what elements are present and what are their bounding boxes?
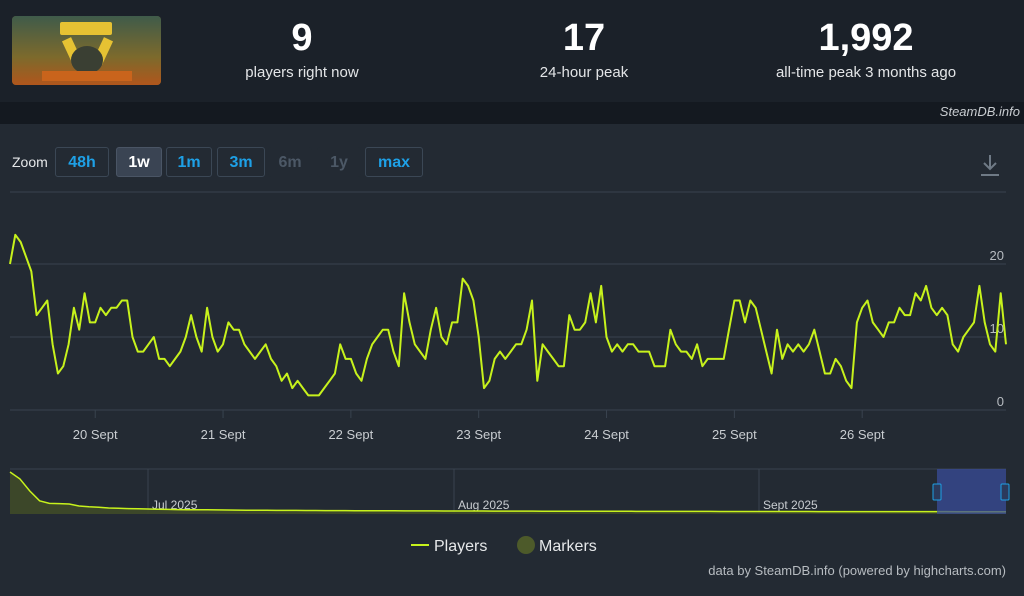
x-tick-label: 20 Sept [73,427,118,442]
players-series [9,233,1007,397]
download-icon[interactable] [978,152,1002,178]
players-line [9,233,1007,397]
legend-markers-swatch [517,536,535,554]
chart-legend: Players Markers [411,536,597,555]
zoom-6m-button: 6m [268,147,312,177]
all-time-peak-label: all-time peak 3 months ago [775,64,957,81]
x-tick-label: 24 Sept [584,427,629,442]
current-players-label: players right now [245,64,359,81]
x-axis-ticks: 20 Sept 21 Sept 22 Sept 23 Sept 24 Sept 25 Se… [73,410,885,442]
stat-24h-peak: 17 24-hour peak [514,14,654,84]
zoom-label: Zoom [12,154,48,170]
y-tick-label: 20 [990,248,1004,263]
credit-band [0,102,1024,124]
navigator-handle-left [932,483,942,501]
zoom-1y-button: 1y [317,147,361,177]
zoom-1m-button[interactable]: 1m [166,147,212,177]
navigator-tick-label: Sept 2025 [763,498,818,512]
zoom-48h-button[interactable]: 48h [55,147,109,177]
24h-peak-label: 24-hour peak [539,64,629,81]
navigator-selection [937,469,1006,514]
zoom-1w-button[interactable]: 1w [116,147,162,177]
y-tick-label: 0 [997,394,1004,409]
current-players-value: 9 [291,17,313,59]
stat-all-time-peak: 1,992 all-time peak 3 months ago [750,14,982,84]
game-thumbnail[interactable] [12,16,161,85]
header: 9 players right now 17 24-hour peak 1,99… [0,0,1024,102]
zoom-3m-button[interactable]: 3m [217,147,265,177]
steamdb-credit[interactable]: SteamDB.info [939,104,1020,119]
x-tick-label: 22 Sept [328,427,373,442]
zoom-max-button[interactable]: max [365,147,423,177]
navigator-line [9,471,1006,513]
navigator-handle-right [1000,483,1010,501]
legend-players-label: Players [434,538,487,555]
24h-peak-value: 17 [562,17,606,59]
x-tick-label: 26 Sept [840,427,885,442]
legend-markers-label: Markers [539,538,597,555]
x-tick-label: 21 Sept [201,427,246,442]
navigator-area [10,472,1006,514]
footer-credit[interactable]: data by SteamDB.info (powered by highcha… [708,563,1006,578]
stat-current-players: 9 players right now [232,14,372,84]
x-tick-label: 23 Sept [456,427,501,442]
all-time-peak-value: 1,992 [818,17,914,59]
navigator-tick-label: Aug 2025 [458,498,510,512]
navigator: Jul 2025 Aug 2025 Sept 2025 [9,468,1010,514]
x-tick-label: 25 Sept [712,427,757,442]
chart-gridlines [10,191,1006,411]
navigator-tick-label: Jul 2025 [152,498,198,512]
